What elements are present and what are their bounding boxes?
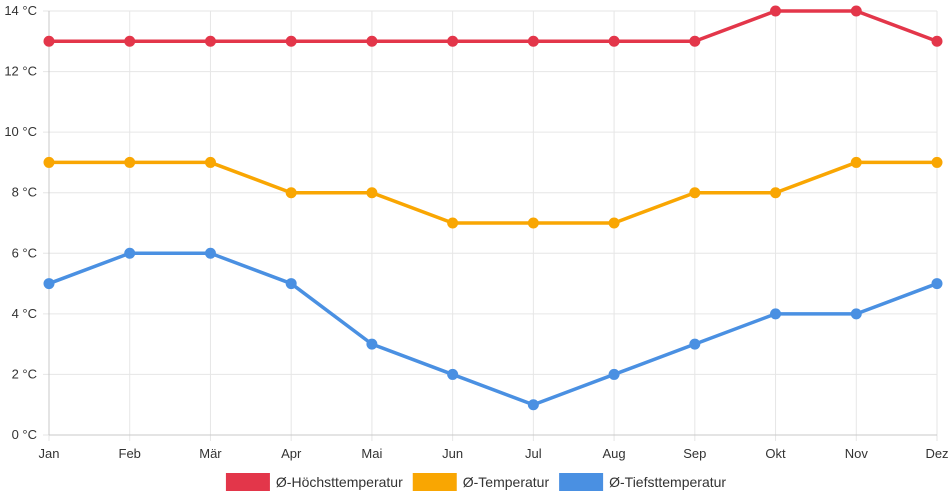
grid: [43, 10, 938, 441]
legend-label: Ø-Tiefsttemperatur: [609, 474, 726, 490]
legend-item[interactable]: Ø-Höchsttemperatur: [225, 473, 403, 491]
x-tick-label: Aug: [603, 446, 626, 461]
x-tick-label: Okt: [765, 446, 786, 461]
x-tick-label: Jun: [442, 446, 463, 461]
x-tick-label: Apr: [281, 446, 302, 461]
series-lines: [43, 5, 943, 411]
x-tick-label: Mär: [199, 446, 222, 461]
x-tick-label: Feb: [119, 446, 141, 461]
data-point[interactable]: [204, 35, 216, 47]
legend-item[interactable]: Ø-Tiefsttemperatur: [559, 473, 726, 491]
y-tick-label: 14 °C: [4, 3, 37, 18]
data-point[interactable]: [124, 247, 136, 259]
data-point[interactable]: [770, 308, 782, 320]
data-point[interactable]: [608, 368, 620, 380]
data-point[interactable]: [285, 278, 297, 290]
data-point[interactable]: [931, 35, 943, 47]
data-point[interactable]: [204, 156, 216, 168]
x-tick-label: Mai: [361, 446, 382, 461]
legend-swatch: [225, 473, 270, 491]
legend-label: Ø-Temperatur: [463, 474, 550, 490]
legend-label: Ø-Höchsttemperatur: [276, 474, 403, 490]
data-point[interactable]: [447, 217, 459, 229]
series-0: [43, 5, 943, 47]
x-tick-label: Jul: [525, 446, 542, 461]
x-tick-label: Sep: [683, 446, 706, 461]
data-point[interactable]: [204, 247, 216, 259]
series-2: [43, 247, 943, 411]
data-point[interactable]: [124, 156, 136, 168]
data-point[interactable]: [931, 156, 943, 168]
data-point[interactable]: [447, 368, 459, 380]
data-point[interactable]: [527, 35, 539, 47]
data-point[interactable]: [689, 187, 701, 199]
data-point[interactable]: [931, 278, 943, 290]
series-line: [47, 251, 939, 407]
data-point[interactable]: [608, 217, 620, 229]
data-point[interactable]: [850, 156, 862, 168]
data-point[interactable]: [850, 308, 862, 320]
data-point[interactable]: [43, 278, 55, 290]
data-point[interactable]: [527, 399, 539, 411]
y-tick-label: 8 °C: [12, 185, 37, 200]
x-tick-label: Dez: [925, 446, 948, 461]
series-1: [43, 156, 943, 229]
x-tick-label: Jan: [39, 446, 60, 461]
data-point[interactable]: [608, 35, 620, 47]
data-point[interactable]: [447, 35, 459, 47]
data-point[interactable]: [366, 35, 378, 47]
data-point[interactable]: [285, 35, 297, 47]
axes: 0 °C 2 °C 4 °C 6 °C 8 °C 10 °C 12 °C 14 °C Jan Fe…: [4, 3, 948, 461]
data-point[interactable]: [770, 187, 782, 199]
y-tick-label: 2 °C: [12, 366, 37, 381]
data-point[interactable]: [43, 35, 55, 47]
y-tick-label: 10 °C: [4, 124, 37, 139]
y-tick-label: 12 °C: [4, 64, 37, 79]
y-tick-label: 6 °C: [12, 245, 37, 260]
y-tick-label: 0 °C: [12, 427, 37, 442]
data-point[interactable]: [366, 338, 378, 350]
data-point[interactable]: [43, 156, 55, 168]
legend: Ø-Höchsttemperatur Ø-Temperatur Ø-Tiefstte…: [225, 473, 726, 491]
data-point[interactable]: [527, 217, 539, 229]
data-point[interactable]: [366, 187, 378, 199]
legend-item[interactable]: Ø-Temperatur: [412, 473, 550, 491]
legend-swatch: [559, 473, 604, 491]
data-point[interactable]: [850, 5, 862, 17]
series-line: [47, 9, 939, 44]
series-line: [47, 160, 939, 225]
data-point[interactable]: [689, 35, 701, 47]
data-point[interactable]: [285, 187, 297, 199]
x-tick-label: Nov: [845, 446, 869, 461]
data-point[interactable]: [124, 35, 136, 47]
y-tick-label: 4 °C: [12, 306, 37, 321]
data-point[interactable]: [770, 5, 782, 17]
data-point[interactable]: [689, 338, 701, 350]
legend-swatch: [412, 473, 457, 491]
